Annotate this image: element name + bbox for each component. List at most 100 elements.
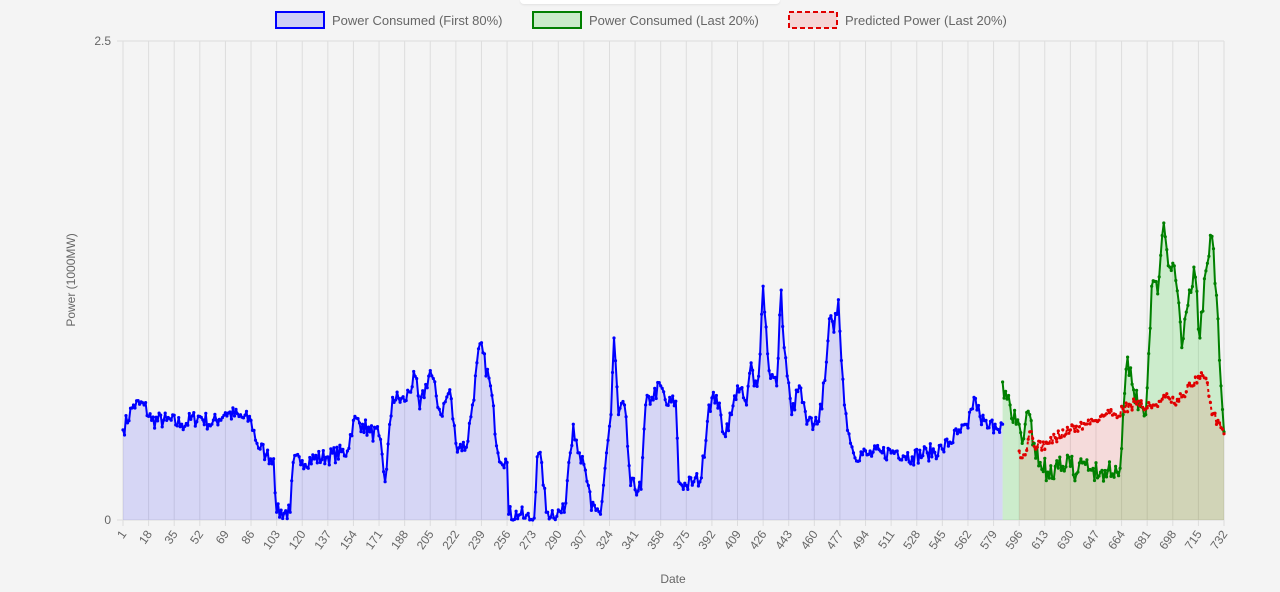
data-point xyxy=(332,446,336,450)
data-point xyxy=(622,403,627,407)
data-point xyxy=(940,447,944,451)
data-point xyxy=(136,399,140,403)
legend-item-predicted[interactable]: Predicted Power (Last 20%) xyxy=(788,11,1007,29)
data-point xyxy=(775,384,779,388)
data-point xyxy=(951,441,955,445)
data-point xyxy=(1202,277,1206,281)
data-point xyxy=(1044,479,1048,483)
data-point xyxy=(717,401,722,405)
data-point xyxy=(570,443,574,448)
data-point xyxy=(1144,413,1148,417)
legend-item-first-80[interactable]: Power Consumed (First 80%) xyxy=(275,11,503,29)
data-point xyxy=(1165,248,1169,252)
data-point xyxy=(924,446,928,450)
data-point xyxy=(1177,399,1181,403)
data-point xyxy=(784,356,788,360)
data-point xyxy=(234,407,238,411)
data-point xyxy=(326,455,330,459)
data-point xyxy=(427,374,431,378)
data-point xyxy=(708,409,713,413)
data-point xyxy=(1106,408,1110,412)
data-point xyxy=(680,483,684,487)
data-point xyxy=(219,418,223,422)
data-point xyxy=(1183,395,1187,399)
data-point xyxy=(763,310,767,314)
data-point xyxy=(476,347,481,351)
data-point xyxy=(327,463,331,467)
data-point xyxy=(1038,460,1042,465)
data-point xyxy=(586,483,591,488)
data-point xyxy=(815,422,819,426)
data-point xyxy=(356,417,360,421)
x-tick-label: 477 xyxy=(823,527,846,552)
data-point xyxy=(1199,371,1203,375)
data-point xyxy=(363,418,368,422)
data-point xyxy=(809,416,813,420)
data-point xyxy=(519,512,523,516)
data-point xyxy=(434,394,438,398)
data-point xyxy=(699,476,704,480)
data-point xyxy=(336,457,340,461)
data-point xyxy=(779,288,783,292)
data-point xyxy=(719,413,723,417)
data-point xyxy=(451,417,455,421)
data-point xyxy=(1207,394,1211,398)
data-point xyxy=(502,466,506,470)
data-point xyxy=(880,451,884,455)
x-tick-label: 562 xyxy=(951,527,974,552)
data-point xyxy=(1126,410,1130,414)
data-point xyxy=(1058,455,1062,459)
data-point xyxy=(344,454,348,458)
x-tick-label: 324 xyxy=(593,527,616,552)
data-point xyxy=(693,476,697,480)
data-point xyxy=(1138,404,1142,408)
data-point xyxy=(1124,367,1128,371)
data-point xyxy=(647,394,651,398)
data-point xyxy=(882,445,886,450)
data-point xyxy=(513,517,517,522)
data-point xyxy=(153,426,157,430)
x-tick-label: 596 xyxy=(1003,527,1026,552)
data-point xyxy=(567,460,571,465)
data-point xyxy=(740,386,744,390)
data-point xyxy=(1118,414,1122,418)
x-tick-label: 460 xyxy=(798,527,821,552)
data-point xyxy=(885,458,889,462)
x-tick-label: 103 xyxy=(260,527,283,552)
data-point xyxy=(1107,411,1112,415)
data-point xyxy=(681,487,685,491)
data-point xyxy=(562,510,566,514)
data-point xyxy=(600,499,604,504)
legend-item-last-20[interactable]: Power Consumed (Last 20%) xyxy=(532,11,759,29)
data-point xyxy=(641,456,645,460)
data-point xyxy=(743,398,747,402)
data-point xyxy=(1032,441,1036,445)
data-point xyxy=(445,395,449,399)
data-point xyxy=(410,385,414,389)
data-point xyxy=(671,394,675,398)
data-point xyxy=(802,401,806,405)
series-line-last-20 xyxy=(1001,222,1225,483)
data-point xyxy=(942,450,946,454)
data-point xyxy=(1178,320,1182,324)
data-point xyxy=(244,409,249,413)
data-point xyxy=(1035,445,1039,449)
data-point xyxy=(591,500,595,504)
data-point xyxy=(235,412,240,416)
data-point xyxy=(463,448,467,452)
data-point xyxy=(835,312,839,316)
data-point xyxy=(936,454,940,458)
x-tick-label: 698 xyxy=(1156,527,1179,552)
data-point xyxy=(1160,233,1164,238)
data-point xyxy=(790,413,794,417)
data-point xyxy=(496,451,500,455)
data-point xyxy=(223,411,227,415)
data-point xyxy=(1008,403,1012,407)
legend-swatch-first-80 xyxy=(275,11,325,29)
data-point xyxy=(270,462,274,466)
data-point xyxy=(657,381,661,385)
data-point xyxy=(686,487,690,491)
data-point xyxy=(1193,375,1197,379)
data-point xyxy=(421,389,425,393)
data-point xyxy=(409,390,413,394)
